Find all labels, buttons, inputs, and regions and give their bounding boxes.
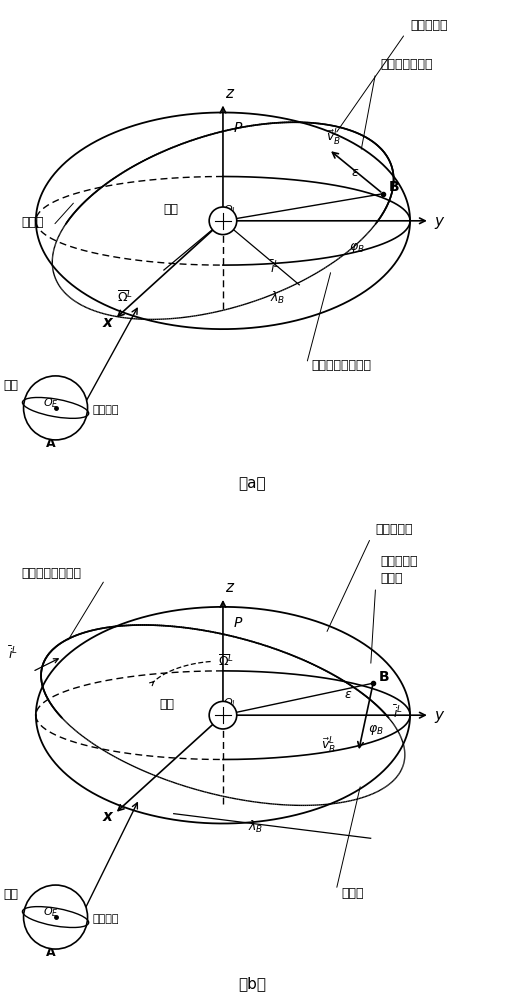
- Text: A: A: [46, 437, 56, 450]
- Circle shape: [24, 376, 87, 440]
- Text: 月球: 月球: [164, 203, 179, 216]
- Text: （b）: （b）: [238, 976, 267, 991]
- Text: P: P: [234, 616, 242, 630]
- Text: $\varepsilon$: $\varepsilon$: [351, 166, 359, 179]
- Text: $\overline{\Omega}^L$: $\overline{\Omega}^L$: [117, 290, 133, 305]
- Text: （a）: （a）: [239, 477, 266, 492]
- Text: 地球: 地球: [4, 888, 19, 901]
- Text: $\overline{\Omega}^L$: $\overline{\Omega}^L$: [218, 653, 234, 669]
- Text: $\varphi_B$: $\varphi_B$: [348, 241, 364, 255]
- Text: z: z: [225, 580, 233, 595]
- Text: 月球卫星轨道面: 月球卫星轨道面: [380, 58, 433, 71]
- Text: 月球影响球: 月球影响球: [376, 523, 413, 536]
- Text: $\bar{i}^L$: $\bar{i}^L$: [270, 259, 280, 276]
- Text: 白道面: 白道面: [21, 216, 43, 229]
- Text: $\bar{i}^L$: $\bar{i}^L$: [8, 646, 18, 662]
- Text: A: A: [46, 946, 56, 959]
- Text: B: B: [389, 180, 399, 194]
- Text: y: y: [435, 214, 444, 229]
- Text: $O_l$: $O_l$: [223, 696, 236, 710]
- Circle shape: [209, 701, 237, 729]
- Text: $\varphi_B$: $\varphi_B$: [368, 723, 384, 737]
- Text: B: B: [379, 670, 390, 684]
- Text: x: x: [103, 315, 112, 330]
- Text: $\vec{v}_B^L$: $\vec{v}_B^L$: [321, 736, 336, 756]
- Text: $O_E$: $O_E$: [43, 906, 59, 919]
- Text: 探测器月心段轨道: 探测器月心段轨道: [312, 359, 372, 372]
- Text: 月球探测器
轨道面: 月球探测器 轨道面: [380, 555, 418, 585]
- Text: $\varepsilon$: $\varepsilon$: [343, 688, 352, 701]
- Text: $O_E$: $O_E$: [43, 396, 59, 410]
- Text: z: z: [225, 86, 233, 101]
- Text: $\vec{v}_B^L$: $\vec{v}_B^L$: [326, 128, 341, 148]
- Text: x: x: [103, 809, 112, 824]
- Text: $\lambda_B$: $\lambda_B$: [270, 290, 285, 306]
- Circle shape: [24, 885, 87, 949]
- Text: 地球: 地球: [4, 379, 19, 392]
- Text: 探测器月心段轨道: 探测器月心段轨道: [21, 567, 81, 580]
- Text: $O_l$: $O_l$: [223, 203, 236, 217]
- Text: 月球: 月球: [159, 698, 174, 711]
- Text: $\bar{i}^L$: $\bar{i}^L$: [393, 704, 403, 721]
- Text: 地球赤道: 地球赤道: [92, 914, 119, 924]
- Text: y: y: [435, 708, 444, 723]
- Text: $\lambda_B$: $\lambda_B$: [247, 819, 263, 835]
- Text: 月球影响球: 月球影响球: [410, 19, 447, 32]
- Text: P: P: [234, 121, 242, 135]
- Text: 地球赤道: 地球赤道: [92, 405, 119, 415]
- Circle shape: [209, 207, 237, 235]
- Text: 白道面: 白道面: [341, 887, 364, 900]
